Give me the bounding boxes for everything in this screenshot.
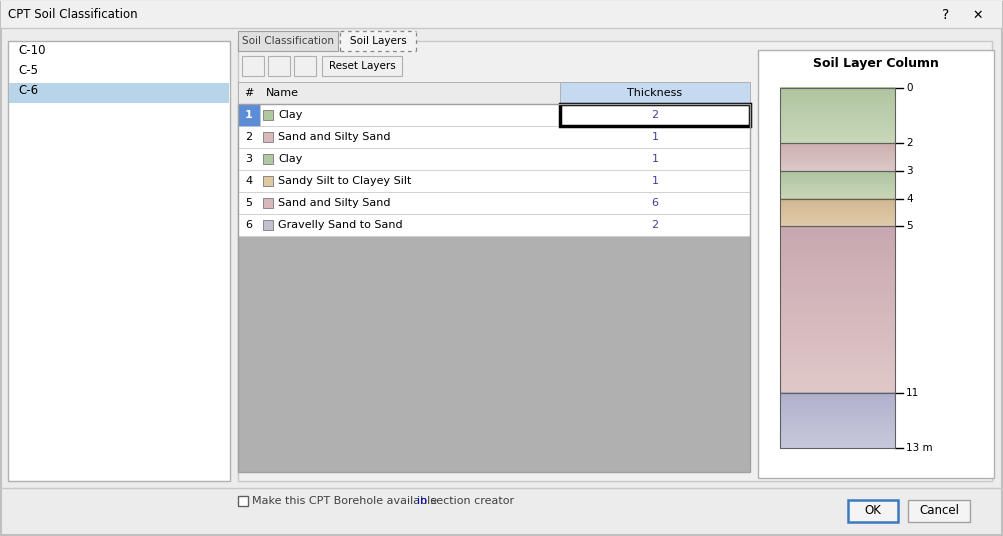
Text: Name: Name: [266, 88, 299, 98]
Text: 2: 2: [651, 220, 658, 230]
Text: 13 m: 13 m: [905, 443, 932, 453]
Text: 1: 1: [651, 154, 658, 164]
Text: Thickness: Thickness: [627, 88, 682, 98]
Bar: [779, 144, 894, 171]
Bar: [263, 132, 273, 142]
Text: 3: 3: [246, 154, 252, 164]
Text: Clay: Clay: [278, 110, 302, 120]
Bar: [263, 220, 273, 230]
Bar: [238, 496, 248, 506]
Bar: [779, 227, 894, 392]
Bar: [238, 214, 749, 236]
Text: Make this CPT Borehole available: Make this CPT Borehole available: [252, 496, 440, 506]
Bar: [263, 154, 273, 164]
Text: 2: 2: [245, 132, 253, 142]
Text: 0: 0: [905, 83, 912, 93]
Text: Cancel: Cancel: [918, 504, 958, 517]
Bar: [238, 41, 991, 481]
Text: CPT Soil Classification: CPT Soil Classification: [8, 9, 137, 21]
Text: 6: 6: [651, 198, 658, 208]
Bar: [322, 56, 401, 76]
Bar: [779, 171, 894, 199]
Bar: [8, 41, 230, 481]
Bar: [238, 31, 338, 51]
Text: Sandy Silt to Clayey Silt: Sandy Silt to Clayey Silt: [278, 176, 411, 186]
Text: 5: 5: [905, 221, 912, 232]
Bar: [238, 148, 749, 170]
Text: 4: 4: [905, 194, 912, 204]
Bar: [907, 500, 969, 522]
Bar: [263, 110, 273, 120]
Text: 1: 1: [651, 132, 658, 142]
Bar: [9, 83, 229, 103]
Text: 1: 1: [651, 176, 658, 186]
Bar: [757, 50, 993, 478]
Text: Reset Layers: Reset Layers: [328, 61, 395, 71]
Bar: [238, 236, 749, 472]
Text: Clay: Clay: [278, 154, 302, 164]
Text: OK: OK: [864, 504, 881, 517]
Bar: [779, 199, 894, 227]
Text: C-10: C-10: [18, 44, 45, 57]
Bar: [242, 56, 264, 76]
Bar: [848, 500, 897, 522]
Text: C-5: C-5: [18, 64, 38, 78]
Text: Soil Layer Column: Soil Layer Column: [812, 57, 938, 71]
Text: 1: 1: [245, 110, 253, 120]
Bar: [238, 104, 749, 126]
Text: 2: 2: [905, 138, 912, 148]
Text: Gravelly Sand to Sand: Gravelly Sand to Sand: [278, 220, 402, 230]
Bar: [560, 82, 749, 104]
Bar: [268, 56, 290, 76]
Bar: [263, 198, 273, 208]
Bar: [238, 104, 260, 126]
Text: 4: 4: [245, 176, 253, 186]
Bar: [238, 170, 749, 192]
Text: 6: 6: [246, 220, 252, 230]
Text: ✕: ✕: [972, 9, 982, 21]
Bar: [779, 88, 894, 144]
Bar: [340, 31, 415, 51]
Text: 5: 5: [246, 198, 252, 208]
Bar: [238, 192, 749, 214]
Text: 2: 2: [651, 110, 658, 120]
Text: 3: 3: [905, 166, 912, 176]
Text: Soil Classification: Soil Classification: [242, 36, 334, 46]
Bar: [779, 392, 894, 448]
Text: section creator: section creator: [426, 496, 514, 506]
Text: 11: 11: [905, 388, 919, 398]
Text: ?: ?: [942, 8, 949, 22]
Text: Soil Layers: Soil Layers: [349, 36, 406, 46]
Bar: [263, 176, 273, 186]
Text: C-6: C-6: [18, 85, 38, 98]
Bar: [560, 104, 749, 126]
Bar: [1, 1, 1001, 28]
Text: in: in: [416, 496, 427, 506]
Bar: [238, 104, 749, 472]
Text: Sand and Silty Sand: Sand and Silty Sand: [278, 198, 390, 208]
Bar: [238, 126, 749, 148]
Text: Sand and Silty Sand: Sand and Silty Sand: [278, 132, 390, 142]
Bar: [294, 56, 316, 76]
Text: #: #: [244, 88, 254, 98]
Bar: [238, 82, 749, 104]
